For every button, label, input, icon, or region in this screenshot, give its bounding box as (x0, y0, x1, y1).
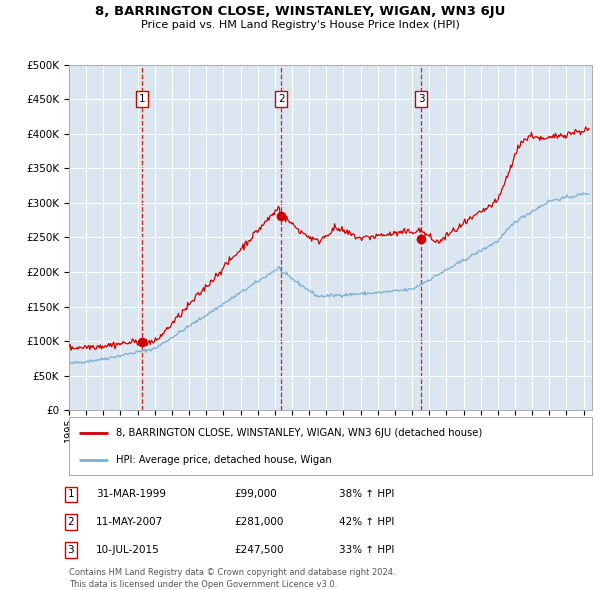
Text: 31-MAR-1999: 31-MAR-1999 (96, 490, 166, 499)
Text: 33% ↑ HPI: 33% ↑ HPI (339, 545, 394, 555)
Text: 3: 3 (418, 94, 424, 104)
Text: Price paid vs. HM Land Registry's House Price Index (HPI): Price paid vs. HM Land Registry's House … (140, 20, 460, 30)
Text: HPI: Average price, detached house, Wigan: HPI: Average price, detached house, Wiga… (116, 455, 332, 466)
Text: 10-JUL-2015: 10-JUL-2015 (96, 545, 160, 555)
Text: £99,000: £99,000 (234, 490, 277, 499)
Text: 38% ↑ HPI: 38% ↑ HPI (339, 490, 394, 499)
Text: 2: 2 (67, 517, 74, 527)
Text: 2: 2 (278, 94, 284, 104)
Text: 8, BARRINGTON CLOSE, WINSTANLEY, WIGAN, WN3 6JU (detached house): 8, BARRINGTON CLOSE, WINSTANLEY, WIGAN, … (116, 428, 482, 438)
Text: £247,500: £247,500 (234, 545, 284, 555)
Text: 11-MAY-2007: 11-MAY-2007 (96, 517, 163, 527)
Text: 1: 1 (139, 94, 145, 104)
Text: 42% ↑ HPI: 42% ↑ HPI (339, 517, 394, 527)
Text: 3: 3 (67, 545, 74, 555)
Text: £281,000: £281,000 (234, 517, 283, 527)
Text: Contains HM Land Registry data © Crown copyright and database right 2024.
This d: Contains HM Land Registry data © Crown c… (69, 568, 395, 589)
Text: 1: 1 (67, 490, 74, 499)
Text: 8, BARRINGTON CLOSE, WINSTANLEY, WIGAN, WN3 6JU: 8, BARRINGTON CLOSE, WINSTANLEY, WIGAN, … (95, 5, 505, 18)
